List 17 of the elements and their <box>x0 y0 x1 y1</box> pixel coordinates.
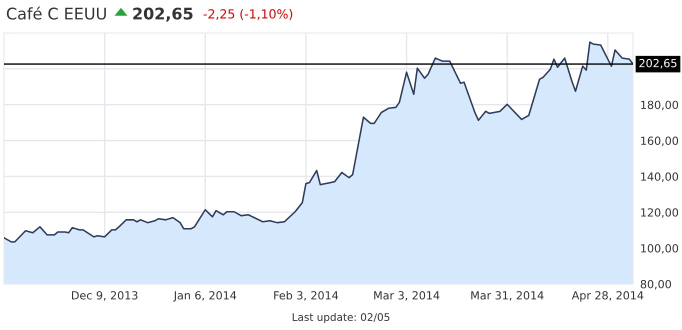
y-tick-label: 80,00 <box>640 280 672 290</box>
y-tick-label: 120,00 <box>641 208 678 218</box>
text: 202,65 <box>133 8 193 22</box>
x-tick-label: Feb 3, 2014 <box>274 290 338 301</box>
text: -2,25 (-1,10%) <box>204 8 292 20</box>
chart-title: Café C EEUU <box>6 6 106 20</box>
x-tick-label: Dec 9, 2013 <box>72 291 138 301</box>
y-tick-label: 140,00 <box>641 172 678 182</box>
text: Last update: 02/05 <box>292 312 390 324</box>
y-tick-label: 180,00 <box>641 100 678 110</box>
y-tick-label: 100,00 <box>641 244 678 254</box>
x-tick-label: Jan 6, 2014 <box>173 291 236 302</box>
ref-line-label: 202,65 <box>639 58 676 68</box>
x-tick-label: Mar 3, 2014 <box>374 291 440 301</box>
y-tick-label: 160,00 <box>641 136 678 146</box>
x-tick-label: Apr 28, 2014 <box>572 291 644 302</box>
x-tick-label: Mar 31, 2014 <box>471 291 544 301</box>
